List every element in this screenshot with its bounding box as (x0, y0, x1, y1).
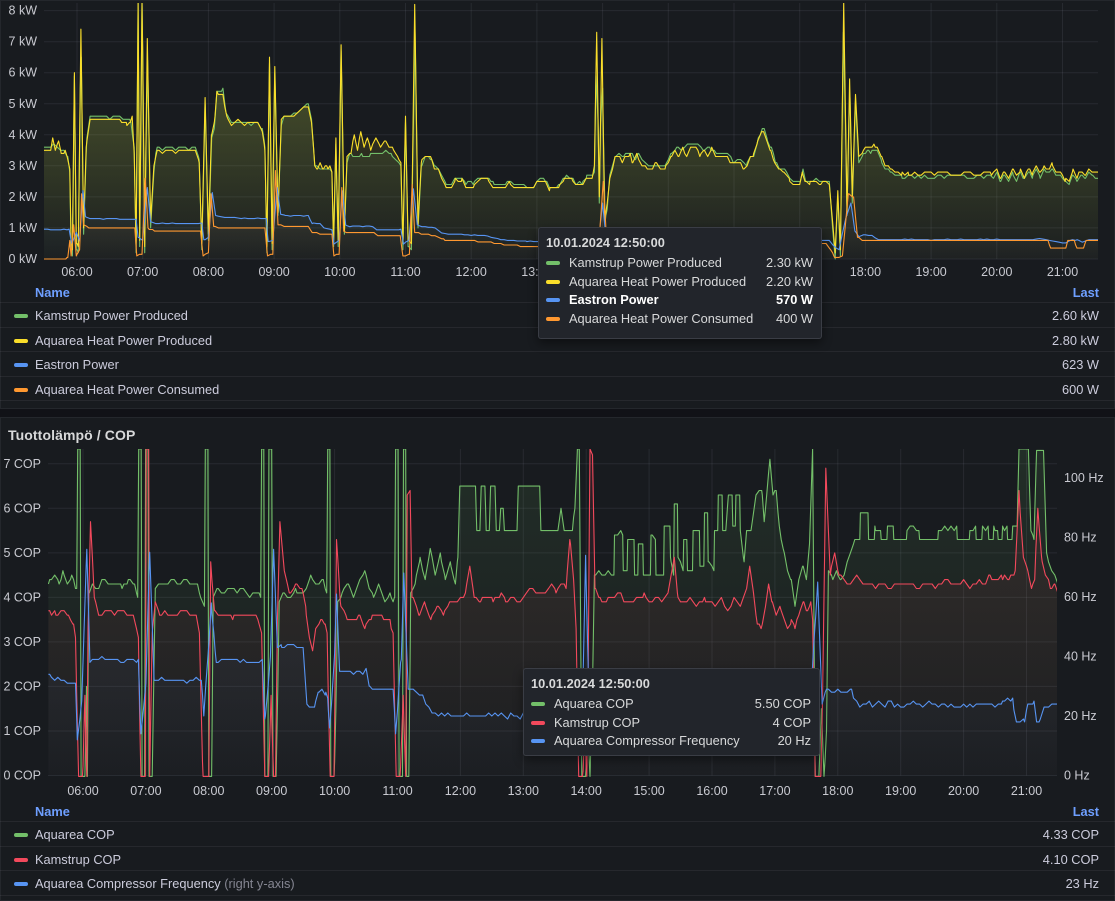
svg-text:06:00: 06:00 (67, 784, 98, 798)
svg-text:4 kW: 4 kW (9, 128, 38, 142)
svg-text:07:00: 07:00 (130, 784, 161, 798)
svg-text:10:00: 10:00 (324, 265, 355, 279)
svg-text:19:00: 19:00 (885, 784, 916, 798)
svg-text:15:00: 15:00 (633, 784, 664, 798)
svg-text:19:00: 19:00 (915, 265, 946, 279)
svg-text:60 Hz: 60 Hz (1064, 590, 1097, 604)
svg-text:5 COP: 5 COP (3, 546, 41, 560)
svg-text:21:00: 21:00 (1047, 265, 1078, 279)
svg-text:20:00: 20:00 (981, 265, 1012, 279)
svg-text:09:00: 09:00 (258, 265, 289, 279)
svg-text:20 Hz: 20 Hz (1064, 709, 1097, 723)
svg-text:09:00: 09:00 (256, 784, 287, 798)
svg-text:10:00: 10:00 (319, 784, 350, 798)
svg-text:18:00: 18:00 (822, 784, 853, 798)
svg-text:12:00: 12:00 (456, 265, 487, 279)
svg-text:14:00: 14:00 (571, 784, 602, 798)
svg-text:13:00: 13:00 (508, 784, 539, 798)
svg-text:07:00: 07:00 (127, 265, 158, 279)
svg-text:3 COP: 3 COP (3, 635, 41, 649)
svg-text:21:00: 21:00 (1011, 784, 1042, 798)
svg-text:11:00: 11:00 (390, 265, 420, 279)
svg-text:1 COP: 1 COP (3, 724, 41, 738)
svg-text:7 COP: 7 COP (3, 457, 41, 471)
svg-text:08:00: 08:00 (193, 784, 224, 798)
svg-text:100 Hz: 100 Hz (1064, 471, 1104, 485)
svg-text:0 Hz: 0 Hz (1064, 769, 1090, 783)
svg-text:4 COP: 4 COP (3, 590, 41, 604)
svg-text:6 kW: 6 kW (9, 66, 38, 80)
svg-text:17:00: 17:00 (759, 784, 790, 798)
svg-text:18:00: 18:00 (850, 265, 881, 279)
svg-text:0 kW: 0 kW (9, 252, 38, 266)
svg-text:0 COP: 0 COP (3, 769, 41, 783)
svg-text:06:00: 06:00 (61, 265, 92, 279)
svg-text:6 COP: 6 COP (3, 501, 41, 515)
svg-text:16:00: 16:00 (696, 784, 727, 798)
svg-text:8 kW: 8 kW (9, 4, 38, 18)
svg-text:08:00: 08:00 (193, 265, 224, 279)
svg-text:5 kW: 5 kW (9, 97, 38, 111)
svg-text:2 kW: 2 kW (9, 190, 38, 204)
svg-text:40 Hz: 40 Hz (1064, 650, 1097, 664)
svg-text:11:00: 11:00 (382, 784, 412, 798)
svg-text:7 kW: 7 kW (9, 35, 38, 49)
svg-text:20:00: 20:00 (948, 784, 979, 798)
svg-text:12:00: 12:00 (445, 784, 476, 798)
svg-text:3 kW: 3 kW (9, 159, 38, 173)
svg-text:2 COP: 2 COP (3, 679, 41, 693)
svg-text:80 Hz: 80 Hz (1064, 530, 1097, 544)
svg-text:1 kW: 1 kW (9, 221, 38, 235)
